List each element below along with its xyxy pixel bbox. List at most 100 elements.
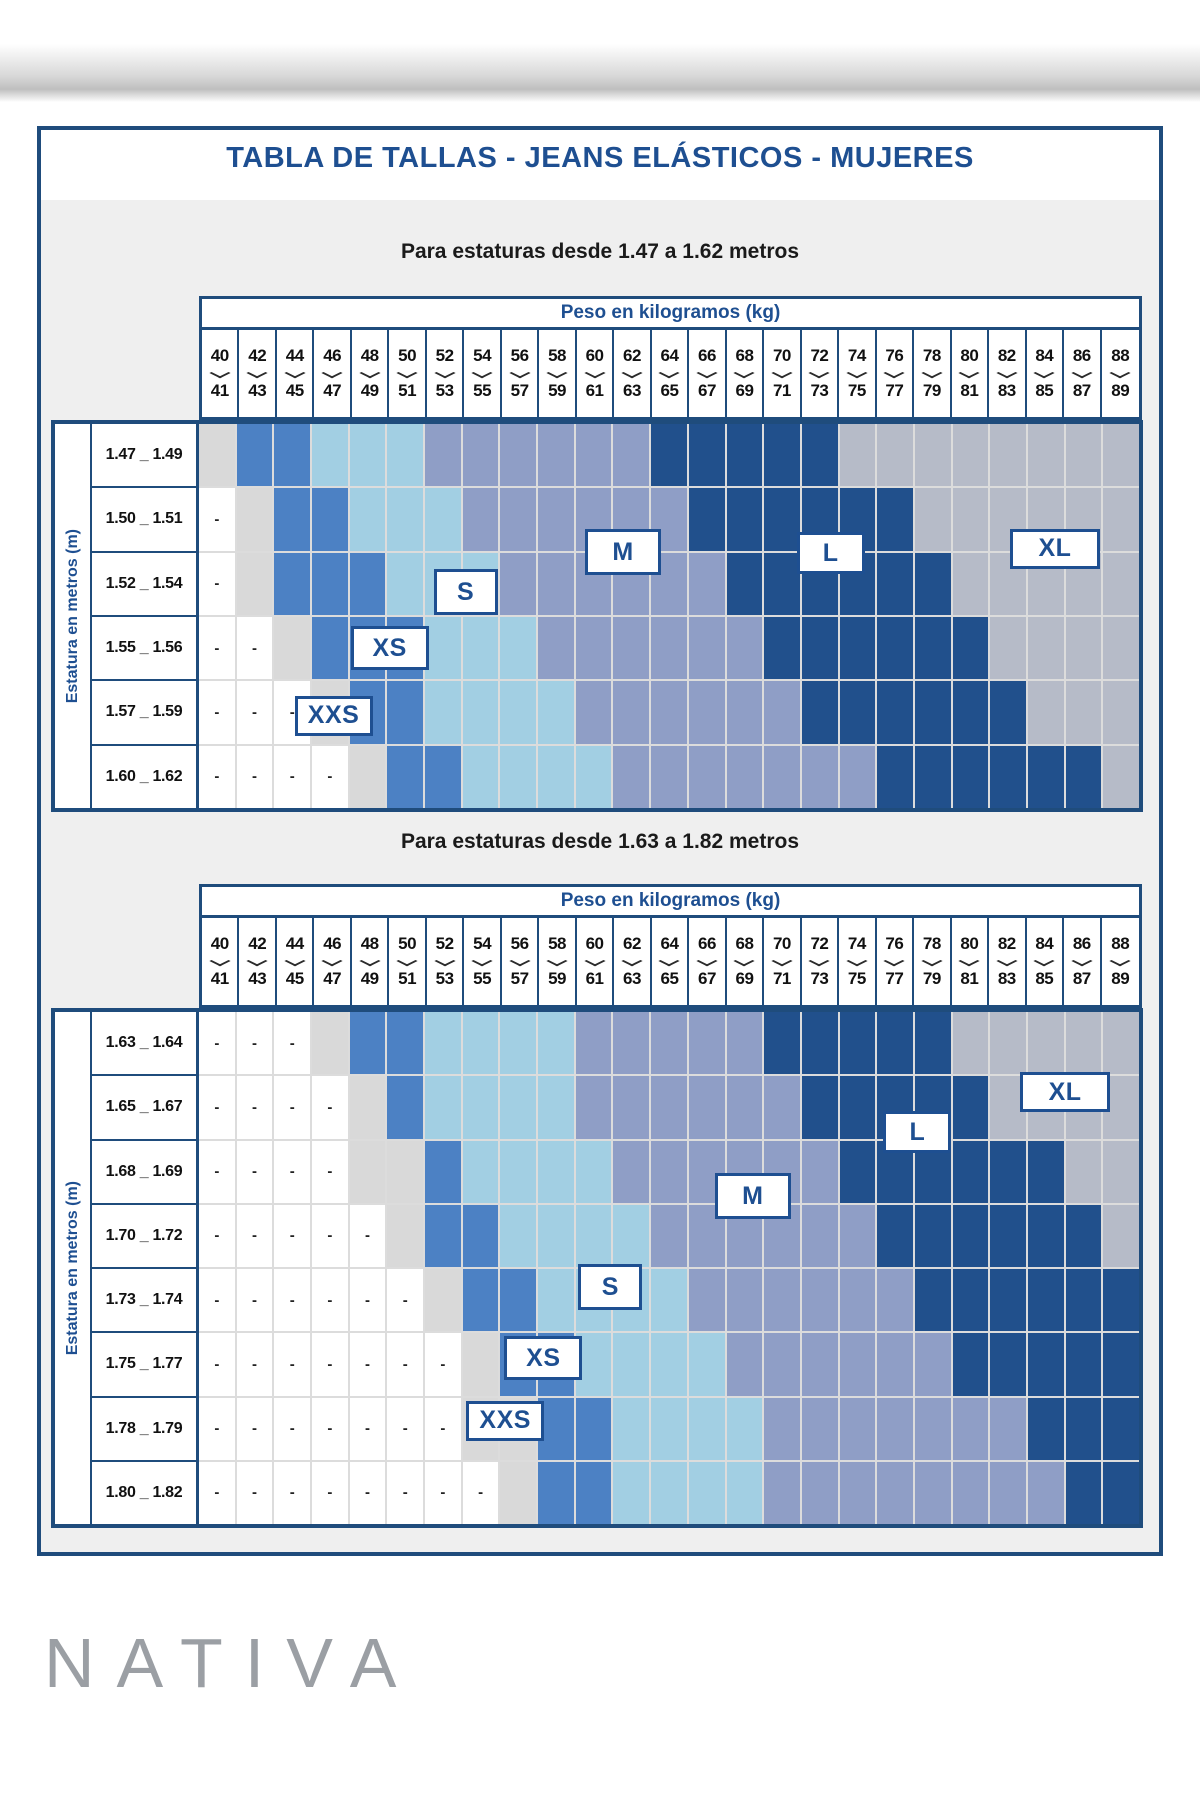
weight-from-value: 64	[660, 346, 679, 366]
size-cell: -	[312, 1333, 348, 1396]
size-cell	[764, 616, 800, 680]
size-cell	[387, 1012, 424, 1075]
size-cell	[274, 552, 311, 615]
size-cell	[575, 745, 612, 808]
size-cell	[1027, 1140, 1064, 1203]
size-cell	[726, 488, 763, 551]
size-cell	[1103, 745, 1139, 808]
weight-to-value: 89	[1111, 969, 1130, 988]
size-cell	[613, 1076, 650, 1139]
weight-from-value: 88	[1111, 346, 1130, 366]
weight-from-value: 58	[548, 934, 567, 954]
weight-from-value: 72	[810, 346, 829, 366]
weight-column-header: 42 43	[239, 918, 277, 1005]
weight-from-value: 60	[585, 934, 604, 954]
chevron-down-icon	[284, 955, 306, 967]
chevron-down-icon	[921, 955, 943, 967]
size-cell	[839, 616, 876, 680]
brand-logo: NATIVA	[44, 1624, 419, 1702]
size-cell	[952, 745, 989, 808]
size-cell	[952, 1012, 989, 1075]
weight-to-value: 81	[960, 381, 979, 400]
size-cell	[877, 1269, 913, 1332]
size-cell	[387, 552, 424, 615]
weight-column-header: 40 41	[202, 330, 240, 417]
chevron-down-icon	[621, 367, 643, 379]
chevron-down-icon	[771, 955, 793, 967]
size-cell	[877, 1204, 913, 1267]
size-cell	[575, 681, 612, 744]
weight-to-value: 71	[772, 969, 791, 988]
weight-column-header: 52 53	[427, 918, 465, 1005]
weight-to-value: 71	[772, 381, 791, 400]
height-row-label: 1.52 _ 1.54	[92, 552, 196, 615]
weight-column-header: 60 61	[577, 330, 615, 417]
size-cell	[312, 616, 348, 680]
chevron-down-icon	[1033, 367, 1055, 379]
size-cell	[801, 681, 838, 744]
size-cell	[538, 616, 574, 680]
size-cell	[500, 1076, 537, 1139]
size-cell	[387, 1076, 424, 1139]
size-cell	[613, 1140, 650, 1203]
weight-from-value: 80	[960, 934, 979, 954]
size-cell	[990, 1012, 1026, 1075]
height-row-label: 1.47 _ 1.49	[92, 424, 196, 487]
size-cell	[990, 1076, 1026, 1139]
size-cell	[877, 1461, 913, 1524]
chevron-down-icon	[696, 955, 718, 967]
size-cell: -	[425, 1397, 461, 1460]
size-cell	[877, 616, 913, 680]
size-cell	[538, 1012, 574, 1075]
size-cell	[952, 1204, 989, 1267]
size-cell	[387, 681, 424, 744]
size-cell: -	[199, 1204, 235, 1267]
chevron-down-icon	[808, 367, 831, 379]
size-cell	[1103, 1461, 1139, 1524]
weight-from-value: 48	[360, 346, 379, 366]
size-cell	[613, 681, 650, 744]
weight-from-value: 84	[1035, 934, 1054, 954]
size-cell	[236, 552, 273, 615]
size-cell	[613, 1012, 650, 1075]
size-cell: -	[312, 1204, 348, 1267]
top-shadow-gradient	[0, 44, 1200, 102]
size-cell: -	[312, 1461, 348, 1524]
size-cell: -	[274, 1012, 311, 1075]
size-cell	[877, 1012, 913, 1075]
chevron-down-icon	[434, 955, 456, 967]
height-row-label: 1.75 _ 1.77	[92, 1333, 196, 1396]
size-cell	[1065, 1204, 1102, 1267]
chevron-down-icon	[396, 955, 418, 967]
size-cell: -	[199, 552, 235, 615]
size-cell	[1103, 424, 1139, 487]
weight-from-value: 58	[548, 346, 567, 366]
size-cell	[764, 1076, 800, 1139]
size-cell	[651, 424, 687, 487]
size-cell	[688, 616, 725, 680]
weight-column-header: 50 51	[389, 330, 427, 417]
size-cell	[651, 1012, 687, 1075]
size-cell	[1065, 1269, 1102, 1332]
size-cell	[877, 1333, 913, 1396]
weight-to-value: 47	[323, 969, 342, 988]
weight-from-value: 74	[847, 934, 866, 954]
chevron-down-icon	[583, 367, 606, 379]
size-cell	[839, 1269, 876, 1332]
size-cell	[500, 616, 537, 680]
chevron-down-icon	[359, 367, 381, 379]
size-cell	[1103, 1397, 1139, 1460]
size-tag-s: S	[578, 1264, 643, 1311]
size-cell	[726, 1333, 763, 1396]
weight-from-value: 80	[960, 346, 979, 366]
chevron-down-icon	[471, 955, 493, 967]
chevron-down-icon	[958, 367, 980, 379]
size-cell	[764, 552, 800, 615]
size-cell	[1103, 488, 1139, 551]
weight-column-header: 70 71	[764, 918, 802, 1005]
chevron-down-icon	[733, 367, 756, 379]
height-axis-label-box: Estatura en metros (m)	[55, 424, 92, 808]
chevron-down-icon	[546, 367, 568, 379]
size-cell	[839, 1397, 876, 1460]
